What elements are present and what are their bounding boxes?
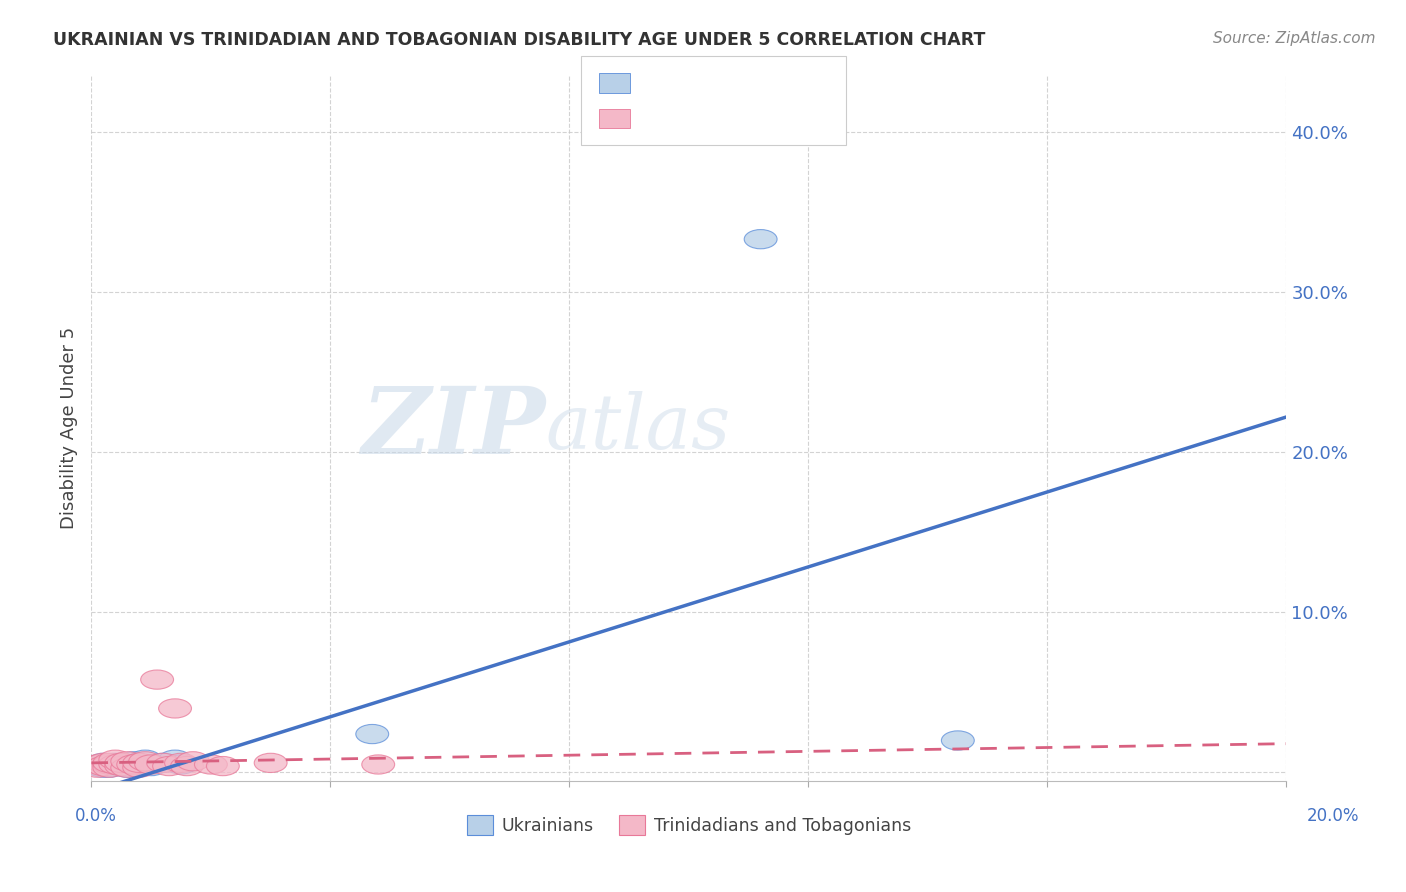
Ellipse shape (111, 758, 143, 777)
Ellipse shape (146, 753, 180, 772)
Ellipse shape (170, 756, 204, 776)
Ellipse shape (207, 756, 239, 776)
Text: R = 0.637: R = 0.637 (640, 74, 730, 92)
Ellipse shape (141, 670, 173, 690)
Ellipse shape (177, 752, 209, 771)
Ellipse shape (165, 755, 197, 774)
Ellipse shape (98, 755, 132, 774)
Text: 0.0%: 0.0% (75, 807, 117, 825)
Text: ZIP: ZIP (361, 384, 546, 473)
Ellipse shape (159, 698, 191, 718)
Ellipse shape (356, 724, 388, 744)
Ellipse shape (105, 753, 138, 772)
Ellipse shape (135, 755, 167, 774)
Legend: Ukrainians, Trinidadians and Tobagonians: Ukrainians, Trinidadians and Tobagonians (460, 808, 918, 842)
Ellipse shape (744, 229, 778, 249)
Ellipse shape (194, 755, 228, 774)
Ellipse shape (111, 752, 143, 771)
Ellipse shape (82, 756, 114, 776)
Ellipse shape (117, 752, 149, 771)
Ellipse shape (105, 756, 138, 776)
Ellipse shape (93, 758, 125, 777)
Text: Source: ZipAtlas.com: Source: ZipAtlas.com (1212, 31, 1375, 46)
Ellipse shape (122, 753, 156, 772)
Ellipse shape (105, 756, 138, 776)
Ellipse shape (87, 753, 120, 772)
Ellipse shape (146, 753, 180, 772)
Ellipse shape (122, 755, 156, 774)
Ellipse shape (254, 753, 287, 772)
Ellipse shape (153, 756, 186, 776)
Ellipse shape (117, 755, 149, 774)
Ellipse shape (93, 753, 125, 772)
Ellipse shape (165, 753, 197, 772)
Ellipse shape (129, 752, 162, 771)
Ellipse shape (93, 758, 125, 777)
Text: R = 0.169: R = 0.169 (640, 110, 730, 128)
Ellipse shape (135, 756, 167, 776)
Text: 20.0%: 20.0% (1306, 807, 1360, 825)
Ellipse shape (159, 750, 191, 769)
Ellipse shape (93, 755, 125, 774)
Ellipse shape (98, 750, 132, 769)
Ellipse shape (87, 756, 120, 776)
Text: UKRAINIAN VS TRINIDADIAN AND TOBAGONIAN DISABILITY AGE UNDER 5 CORRELATION CHART: UKRAINIAN VS TRINIDADIAN AND TOBAGONIAN … (53, 31, 986, 49)
Ellipse shape (129, 750, 162, 769)
Ellipse shape (98, 753, 132, 772)
Ellipse shape (82, 755, 114, 774)
Ellipse shape (942, 731, 974, 750)
Ellipse shape (87, 758, 120, 777)
Ellipse shape (87, 753, 120, 772)
Text: N = 29: N = 29 (734, 110, 801, 128)
Ellipse shape (82, 758, 114, 777)
Text: N = 18: N = 18 (734, 74, 801, 92)
Ellipse shape (122, 758, 156, 777)
Y-axis label: Disability Age Under 5: Disability Age Under 5 (59, 327, 77, 529)
Text: atlas: atlas (546, 392, 731, 465)
Ellipse shape (93, 755, 125, 774)
Ellipse shape (111, 758, 143, 777)
Ellipse shape (361, 755, 395, 774)
